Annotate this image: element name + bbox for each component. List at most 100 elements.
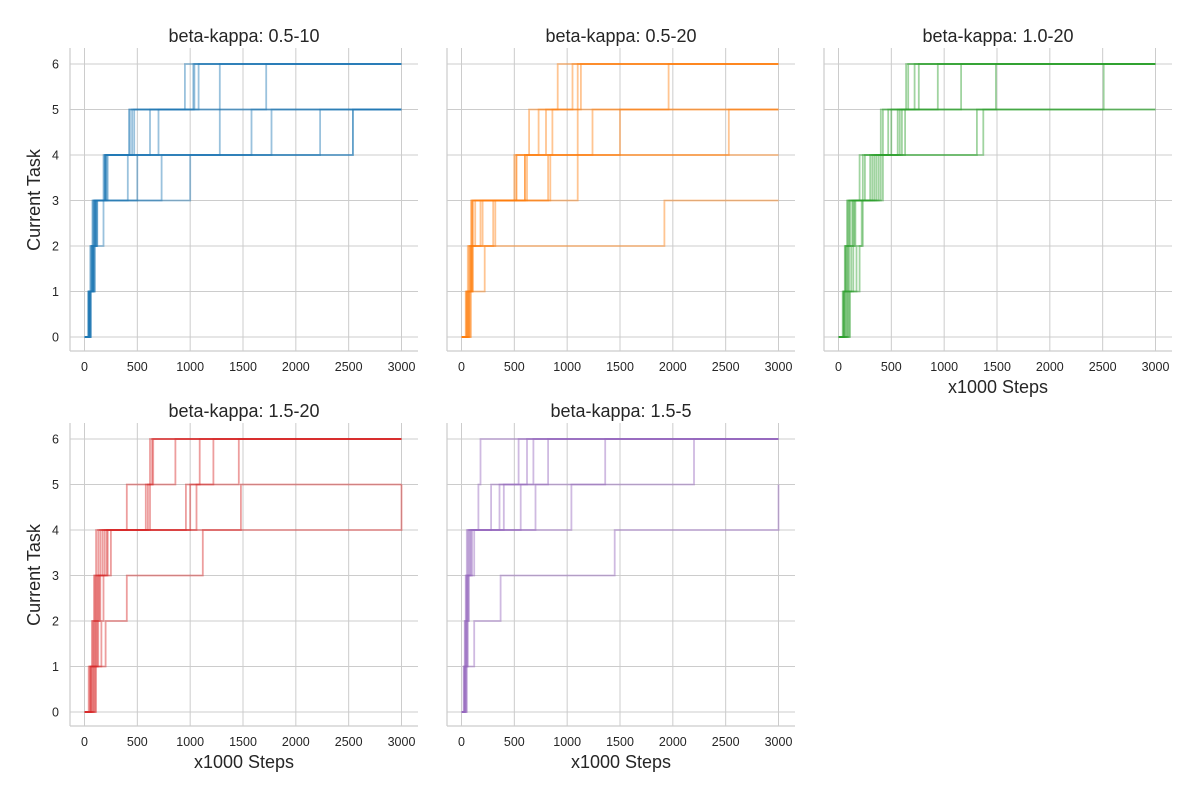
y-tick-label: 6 (52, 58, 59, 72)
series-line-4 (461, 63, 779, 338)
series-line-8 (461, 484, 780, 713)
y-tick-label: 6 (52, 433, 59, 447)
series-line-1 (461, 63, 779, 338)
x-tick-label: 2500 (712, 735, 740, 749)
series-line-5 (461, 438, 779, 713)
x-tick-label: 500 (127, 735, 148, 749)
x-tick-label: 1000 (930, 360, 958, 374)
y-tick-label: 4 (52, 149, 59, 163)
series-line-8 (84, 484, 403, 713)
x-tick-label: 2500 (712, 360, 740, 374)
x-tick-label: 0 (458, 735, 465, 749)
x-tick-label: 500 (504, 735, 525, 749)
panel-title-2: beta-kappa: 0.5-20 (545, 26, 696, 46)
x-axis-label-3: x1000 Steps (948, 377, 1048, 397)
series-line-3 (84, 438, 402, 713)
series-line-9 (838, 108, 1156, 338)
y-tick-label: 1 (52, 285, 59, 299)
y-tick-label: 0 (52, 706, 59, 720)
y-tick-label: 2 (52, 240, 59, 254)
x-tick-label: 0 (81, 360, 88, 374)
x-tick-label: 2000 (659, 360, 687, 374)
x-tick-label: 2000 (282, 735, 310, 749)
series-line-12 (84, 108, 402, 338)
series-line-2 (838, 63, 1156, 338)
panel-5: beta-kappa: 1.5-5 x1000 Steps 0 500 1000 15… (446, 401, 795, 772)
y-axis-label-4: Current Task (24, 523, 44, 626)
x-tick-label: 3000 (388, 735, 416, 749)
series-line-6 (84, 438, 402, 713)
series-line-4 (461, 438, 779, 713)
x-tick-label: 2500 (335, 735, 363, 749)
series-line-5 (84, 438, 402, 713)
series-line-9 (461, 154, 779, 338)
series-line-5 (84, 63, 402, 338)
x-tick-label: 0 (458, 360, 465, 374)
x-tick-label: 1000 (553, 735, 581, 749)
plot-area-5: 0 500 1000 1500 2000 2500 3000 (446, 423, 795, 749)
series-line-8 (84, 108, 402, 338)
series-line-2 (84, 63, 402, 338)
series-line-6 (838, 63, 1156, 338)
panel-title-1: beta-kappa: 0.5-10 (168, 26, 319, 46)
x-tick-label: 1500 (229, 735, 257, 749)
x-tick-label: 1000 (553, 360, 581, 374)
x-tick-label: 1000 (176, 360, 204, 374)
series-line-4 (84, 63, 402, 338)
y-tick-label: 3 (52, 569, 59, 583)
y-tick-label: 3 (52, 194, 59, 208)
y-tick-label: 5 (52, 103, 59, 117)
series-line-10 (461, 199, 779, 338)
x-tick-label: 2000 (282, 360, 310, 374)
series-line-7 (461, 438, 779, 713)
series-line-3 (461, 63, 779, 338)
x-tick-label: 3000 (1142, 360, 1170, 374)
x-tick-label: 0 (835, 360, 842, 374)
panel-3: beta-kappa: 1.0-20 x1000 Steps 0 500 1000 1… (823, 26, 1172, 397)
panel-title-4: beta-kappa: 1.5-20 (168, 401, 319, 421)
series-line-1 (84, 63, 402, 338)
x-tick-label: 3000 (765, 735, 793, 749)
y-tick-label: 4 (52, 524, 59, 538)
series-line-6 (461, 108, 779, 338)
plot-area-3: 0 500 1000 1500 2000 2500 3000 (823, 48, 1172, 374)
series-line-4 (84, 438, 402, 713)
series-line-1 (84, 438, 402, 713)
series-line-7 (461, 108, 779, 338)
x-tick-label: 1500 (229, 360, 257, 374)
series-line-8 (461, 108, 779, 338)
series-line-4 (838, 63, 1156, 338)
x-tick-label: 500 (127, 360, 148, 374)
y-tick-label: 5 (52, 478, 59, 492)
series-line-3 (84, 63, 402, 338)
panel-2: beta-kappa: 0.5-20 0 500 1000 1500 2000 2500 3… (446, 26, 795, 374)
x-tick-label: 1500 (983, 360, 1011, 374)
series-line-8 (838, 63, 1156, 338)
panel-1: beta-kappa: 0.5-10 Current Task 0 500 1000… (24, 26, 418, 374)
y-axis-label-1: Current Task (24, 148, 44, 251)
y-tick-label: 0 (52, 331, 59, 345)
x-axis-label-5: x1000 Steps (571, 752, 671, 772)
series-line-6 (461, 438, 779, 713)
series-line-5 (461, 63, 779, 338)
series-line-10 (84, 108, 402, 338)
series-line-3 (838, 63, 1156, 338)
plot-area-2: 0 500 1000 1500 2000 2500 3000 (446, 48, 795, 374)
series-line-6 (84, 63, 402, 338)
x-tick-label: 0 (81, 735, 88, 749)
x-tick-label: 2500 (1089, 360, 1117, 374)
series-line-7 (838, 63, 1156, 338)
x-tick-label: 2000 (659, 735, 687, 749)
x-tick-label: 2500 (335, 360, 363, 374)
x-tick-label: 1000 (176, 735, 204, 749)
x-tick-label: 1500 (606, 735, 634, 749)
panel-4: beta-kappa: 1.5-20 Current Task x1000 St… (24, 401, 418, 772)
series-line-7 (84, 438, 402, 713)
y-tick-label: 2 (52, 615, 59, 629)
x-tick-label: 500 (881, 360, 902, 374)
series-line-5 (838, 63, 1156, 338)
plot-area-4: 0 500 1000 1500 2000 2500 3000 0 1 2 3 4 5 6 (52, 423, 418, 749)
x-tick-label: 2000 (1036, 360, 1064, 374)
panel-title-5: beta-kappa: 1.5-5 (550, 401, 691, 421)
